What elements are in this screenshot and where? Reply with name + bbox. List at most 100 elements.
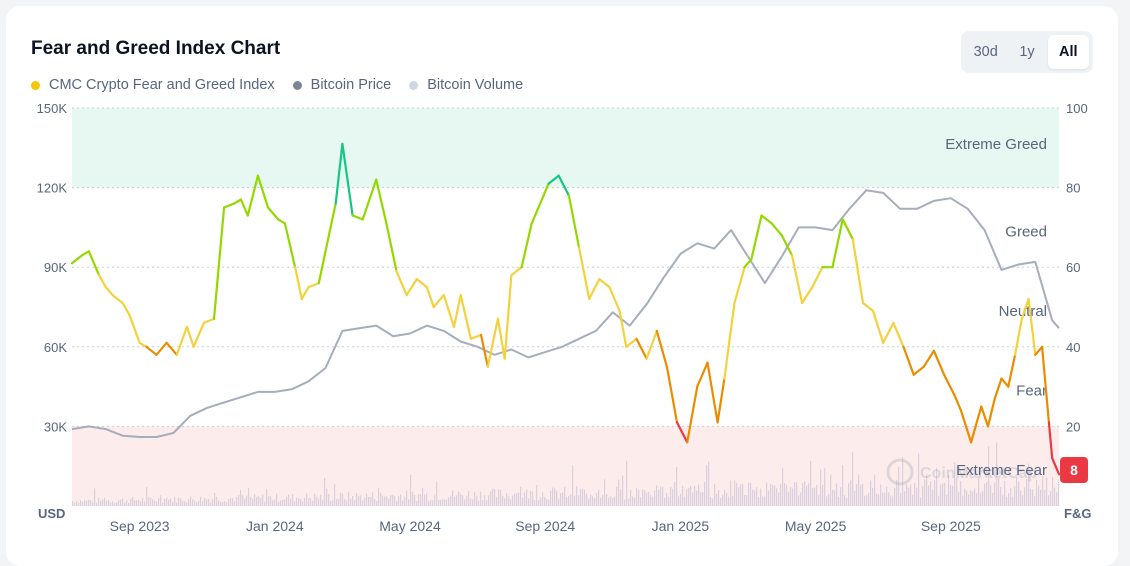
- volume-bar: [376, 500, 378, 506]
- volume-bar: [468, 491, 470, 506]
- volume-bar: [656, 485, 658, 506]
- volume-bar: [710, 496, 712, 506]
- volume-bar: [712, 498, 714, 506]
- fear-greed-segment: [942, 373, 956, 396]
- legend-dot-bitcoin-price: [292, 80, 302, 90]
- volume-bar: [648, 491, 650, 506]
- volume-bar: [182, 501, 184, 506]
- x-axis-ticks: Sep 2023 Jan 2024 May 2024 Sep 2024 Jan 2025…: [110, 518, 981, 534]
- volume-bar: [498, 489, 500, 506]
- volume-bar: [1038, 485, 1040, 506]
- volume-bar: [538, 500, 540, 506]
- range-30d-button[interactable]: 30d: [965, 35, 1006, 69]
- fear-greed-line[interactable]: [70, 142, 1061, 476]
- volume-bar: [850, 480, 852, 506]
- volume-bar: [688, 487, 690, 506]
- volume-bar: [356, 493, 358, 506]
- volume-bar: [284, 499, 286, 506]
- right-tick-label: 100: [1066, 101, 1088, 116]
- fear-greed-segment: [317, 234, 330, 285]
- volume-bar: [906, 484, 908, 506]
- volume-bar: [1050, 490, 1052, 506]
- volume-bar: [274, 499, 276, 506]
- volume-bar: [608, 497, 610, 506]
- volume-bar: [240, 489, 242, 506]
- volume-bar: [298, 498, 300, 506]
- volume-bar: [568, 495, 570, 506]
- volume-bar: [470, 498, 472, 506]
- legend-label-bitcoin-price: Bitcoin Price: [310, 77, 392, 93]
- range-all-button[interactable]: All: [1047, 35, 1089, 69]
- fear-greed-segment: [902, 345, 915, 376]
- volume-bar: [92, 502, 94, 506]
- volume-bar: [994, 482, 996, 506]
- volume-bar: [632, 496, 634, 506]
- volume-bar: [242, 495, 244, 506]
- volume-bar: [1012, 496, 1014, 506]
- fear-greed-segment: [716, 377, 726, 424]
- fear-greed-segment: [361, 198, 371, 221]
- volume-bar: [552, 487, 554, 506]
- volume-bar: [574, 495, 576, 506]
- volume-bar: [430, 499, 432, 506]
- volume-bar: [776, 488, 778, 506]
- volume-bar: [642, 489, 644, 506]
- volume-bar: [622, 475, 624, 506]
- volume-bar: [742, 483, 744, 506]
- volume-bar: [626, 460, 628, 506]
- volume-bar: [870, 480, 872, 506]
- volume-bar: [328, 494, 330, 506]
- volume-bar: [506, 493, 508, 506]
- fear-greed-segment: [307, 282, 320, 289]
- volume-bar: [652, 496, 654, 506]
- fear-greed-segment: [969, 405, 983, 444]
- volume-bar: [160, 495, 162, 506]
- volume-bar: [684, 496, 686, 506]
- volume-bar: [938, 495, 940, 506]
- volume-bar: [914, 482, 916, 506]
- volume-bar: [760, 488, 762, 506]
- legend-item-bitcoin-price[interactable]: Bitcoin Price: [292, 77, 392, 93]
- volume-bar: [1032, 489, 1034, 506]
- volume-bar: [586, 493, 588, 506]
- fear-greed-segment: [185, 325, 195, 348]
- volume-bar: [956, 477, 958, 506]
- volume-bar: [666, 492, 668, 506]
- legend-item-fear-greed[interactable]: CMC Crypto Fear and Greed Index: [31, 77, 275, 93]
- bitcoin-price-line[interactable]: [71, 189, 1060, 438]
- volume-bar: [438, 499, 440, 506]
- volume-bar: [584, 489, 586, 506]
- volume-bar: [208, 498, 210, 506]
- volume-bar: [166, 497, 168, 506]
- volume-bar: [690, 485, 692, 506]
- volume-bar: [596, 492, 598, 506]
- legend-item-bitcoin-volume[interactable]: Bitcoin Volume: [409, 77, 523, 93]
- range-1y-button[interactable]: 1y: [1006, 35, 1047, 69]
- volume-bar: [422, 487, 424, 506]
- volume-bar: [120, 499, 122, 506]
- fear-greed-segment: [618, 309, 628, 348]
- volume-bar: [858, 474, 860, 506]
- volume-bar: [236, 497, 238, 506]
- volume-bar: [350, 498, 352, 506]
- volume-bar: [370, 496, 372, 506]
- volume-bar: [952, 485, 954, 506]
- volume-bar: [246, 495, 248, 506]
- right-tick-label: 40: [1066, 340, 1080, 355]
- fear-greed-segment: [415, 278, 428, 289]
- volume-bar: [510, 499, 512, 506]
- volume-bar: [210, 502, 212, 506]
- fear-greed-segment: [567, 194, 581, 249]
- volume-bar: [82, 501, 84, 506]
- volume-bar: [756, 487, 758, 506]
- volume-bar: [114, 502, 116, 506]
- volume-bar: [172, 501, 174, 506]
- fear-greed-segment: [87, 250, 101, 277]
- right-tick-label: 60: [1066, 260, 1080, 275]
- volume-bar: [206, 499, 208, 506]
- volume-bar: [1058, 482, 1060, 506]
- left-tick-label: 60K: [44, 340, 67, 355]
- volume-bar: [494, 489, 496, 506]
- volume-bar: [802, 482, 804, 506]
